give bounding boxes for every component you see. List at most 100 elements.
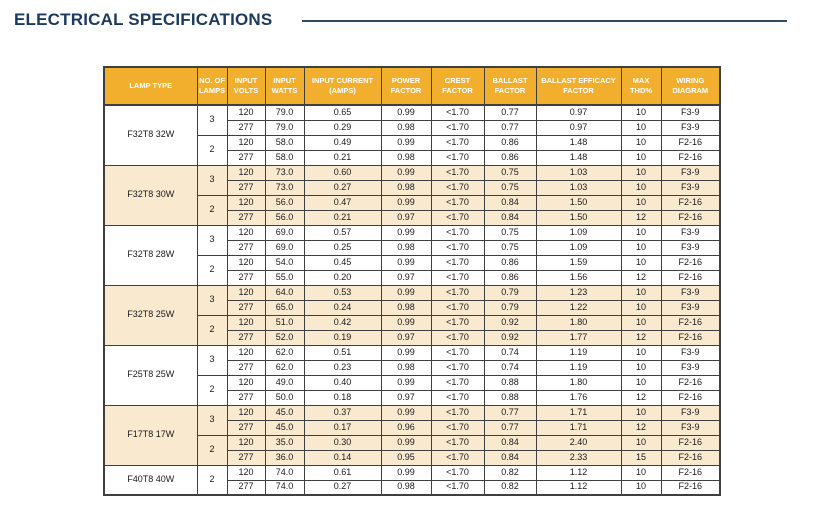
cell-wiring-diagram: F3-9 (660, 359, 721, 376)
table-row: 277 62.0 0.23 0.98 <1.70 0.74 1.19 10 F3-9 (104, 359, 721, 376)
cell-wiring-diagram: F3-9 (660, 404, 721, 421)
cell-max-thd: 10 (620, 164, 662, 181)
cell-lamp-type: F25T8 25W (103, 344, 198, 406)
cell-wiring-diagram: F2-16 (660, 254, 721, 271)
column-header-input-volts: INPUT VOLTS (226, 66, 266, 106)
cell-ballast-factor: 0.84 (483, 194, 537, 211)
cell-input-watts: 35.0 (264, 434, 305, 451)
cell-ballast-efficacy-factor: 1.76 (535, 389, 622, 406)
cell-crest-factor: <1.70 (430, 284, 485, 301)
cell-ballast-factor: 0.75 (483, 179, 537, 196)
cell-ballast-efficacy-factor: 2.33 (535, 449, 622, 466)
cell-input-watts: 74.0 (264, 464, 305, 481)
cell-wiring-diagram: F2-16 (660, 134, 721, 151)
cell-wiring-diagram: F3-9 (660, 299, 721, 316)
table-row: F25T8 25W 3 120 62.0 0.51 0.99 <1.70 0.74 1.19 10… (103, 344, 721, 406)
cell-max-thd: 10 (620, 179, 662, 196)
cell-input-current: 0.45 (303, 254, 382, 271)
cell-ballast-efficacy-factor: 1.22 (535, 299, 622, 316)
cell-crest-factor: <1.70 (430, 449, 485, 466)
cell-ballast-factor: 0.84 (483, 434, 537, 451)
cell-ballast-efficacy-factor: 1.56 (535, 269, 622, 286)
cell-no-of-lamps: 2 (196, 254, 228, 286)
cell-crest-factor: <1.70 (430, 164, 485, 181)
cell-input-current: 0.42 (303, 314, 382, 331)
cell-ballast-factor: 0.75 (483, 224, 537, 241)
cell-ballast-efficacy-factor: 1.12 (535, 464, 622, 481)
cell-input-current: 0.53 (303, 284, 382, 301)
cell-ballast-factor: 0.79 (483, 299, 537, 316)
cell-lamp-type: F17T8 17W (103, 404, 198, 466)
cell-ballast-efficacy-factor: 1.71 (535, 419, 622, 436)
table-body: F32T8 32W 3 120 79.0 0.65 0.99 <1.70 0.77 0.97 10… (103, 104, 721, 496)
cell-ballast-factor: 0.75 (483, 164, 537, 181)
cell-ballast-factor: 0.75 (483, 239, 537, 256)
cell-ballast-factor: 0.88 (483, 389, 537, 406)
cell-ballast-factor: 0.77 (483, 104, 537, 121)
cell-max-thd: 15 (620, 449, 662, 466)
cell-input-watts: 50.0 (264, 389, 305, 406)
table-row: F32T8 25W 3 120 64.0 0.53 0.99 <1.70 0.79 1.23 10… (103, 284, 721, 346)
cell-no-of-lamps: 2 (196, 434, 228, 466)
cell-ballast-factor: 0.86 (483, 269, 537, 286)
cell-power-factor: 0.98 (380, 149, 432, 166)
cell-input-current: 0.25 (303, 239, 382, 256)
cell-ballast-efficacy-factor: 1.80 (535, 314, 622, 331)
cell-input-watts: 64.0 (264, 284, 305, 301)
cell-wiring-diagram: F2-16 (660, 449, 721, 466)
cell-max-thd: 10 (620, 404, 662, 421)
cell-power-factor: 0.99 (380, 284, 432, 301)
cell-crest-factor: <1.70 (430, 134, 485, 151)
cell-ballast-efficacy-factor: 1.09 (535, 239, 622, 256)
cell-ballast-factor: 0.82 (483, 479, 537, 496)
cell-power-factor: 0.98 (380, 359, 432, 376)
cell-input-watts: 69.0 (264, 239, 305, 256)
table-row: F40T8 40W 2 120 74.0 0.61 0.99 <1.70 0.82 1.12 10… (103, 464, 721, 496)
cell-input-watts: 79.0 (264, 119, 305, 136)
cell-input-watts: 54.0 (264, 254, 305, 271)
cell-power-factor: 0.99 (380, 344, 432, 361)
cell-input-current: 0.21 (303, 149, 382, 166)
cell-ballast-factor: 0.88 (483, 374, 537, 391)
cell-max-thd: 12 (620, 209, 662, 226)
cell-wiring-diagram: F2-16 (660, 389, 721, 406)
column-header-power-factor: POWER FACTOR (380, 66, 432, 106)
cell-input-current: 0.19 (303, 329, 382, 346)
cell-max-thd: 10 (620, 254, 662, 271)
cell-crest-factor: <1.70 (430, 404, 485, 421)
cell-input-watts: 56.0 (264, 209, 305, 226)
cell-max-thd: 10 (620, 344, 662, 361)
cell-crest-factor: <1.70 (430, 329, 485, 346)
cell-max-thd: 10 (620, 299, 662, 316)
cell-ballast-efficacy-factor: 1.59 (535, 254, 622, 271)
table-row: F32T8 30W 3 120 73.0 0.60 0.99 <1.70 0.75 1.03 10… (103, 164, 721, 226)
cell-power-factor: 0.99 (380, 314, 432, 331)
cell-crest-factor: <1.70 (430, 119, 485, 136)
cell-input-watts: 65.0 (264, 299, 305, 316)
cell-crest-factor: <1.70 (430, 314, 485, 331)
cell-input-watts: 62.0 (264, 344, 305, 361)
cell-wiring-diagram: F2-16 (660, 269, 721, 286)
cell-input-volts: 277 (226, 479, 266, 496)
page-title: ELECTRICAL SPECIFICATIONS (14, 10, 273, 29)
cell-no-of-lamps: 2 (196, 314, 228, 346)
cell-input-volts: 120 (226, 164, 266, 181)
cell-input-current: 0.65 (303, 104, 382, 121)
cell-lamp-type: F32T8 25W (103, 284, 198, 346)
title-rule (302, 20, 787, 22)
table-row: 277 50.0 0.18 0.97 <1.70 0.88 1.76 12 F2-16 (104, 389, 721, 406)
table-header: LAMP TYPE NO. OF LAMPS INPUT VOLTS INPUT WA… (103, 66, 721, 106)
cell-input-volts: 277 (226, 419, 266, 436)
cell-crest-factor: <1.70 (430, 479, 485, 496)
cell-ballast-efficacy-factor: 1.19 (535, 359, 622, 376)
cell-power-factor: 0.98 (380, 119, 432, 136)
cell-input-current: 0.20 (303, 269, 382, 286)
cell-power-factor: 0.99 (380, 164, 432, 181)
cell-input-watts: 51.0 (264, 314, 305, 331)
cell-input-watts: 55.0 (264, 269, 305, 286)
cell-input-volts: 120 (226, 434, 266, 451)
cell-input-volts: 277 (226, 329, 266, 346)
cell-no-of-lamps: 3 (196, 284, 228, 316)
cell-crest-factor: <1.70 (430, 269, 485, 286)
cell-input-current: 0.40 (303, 374, 382, 391)
